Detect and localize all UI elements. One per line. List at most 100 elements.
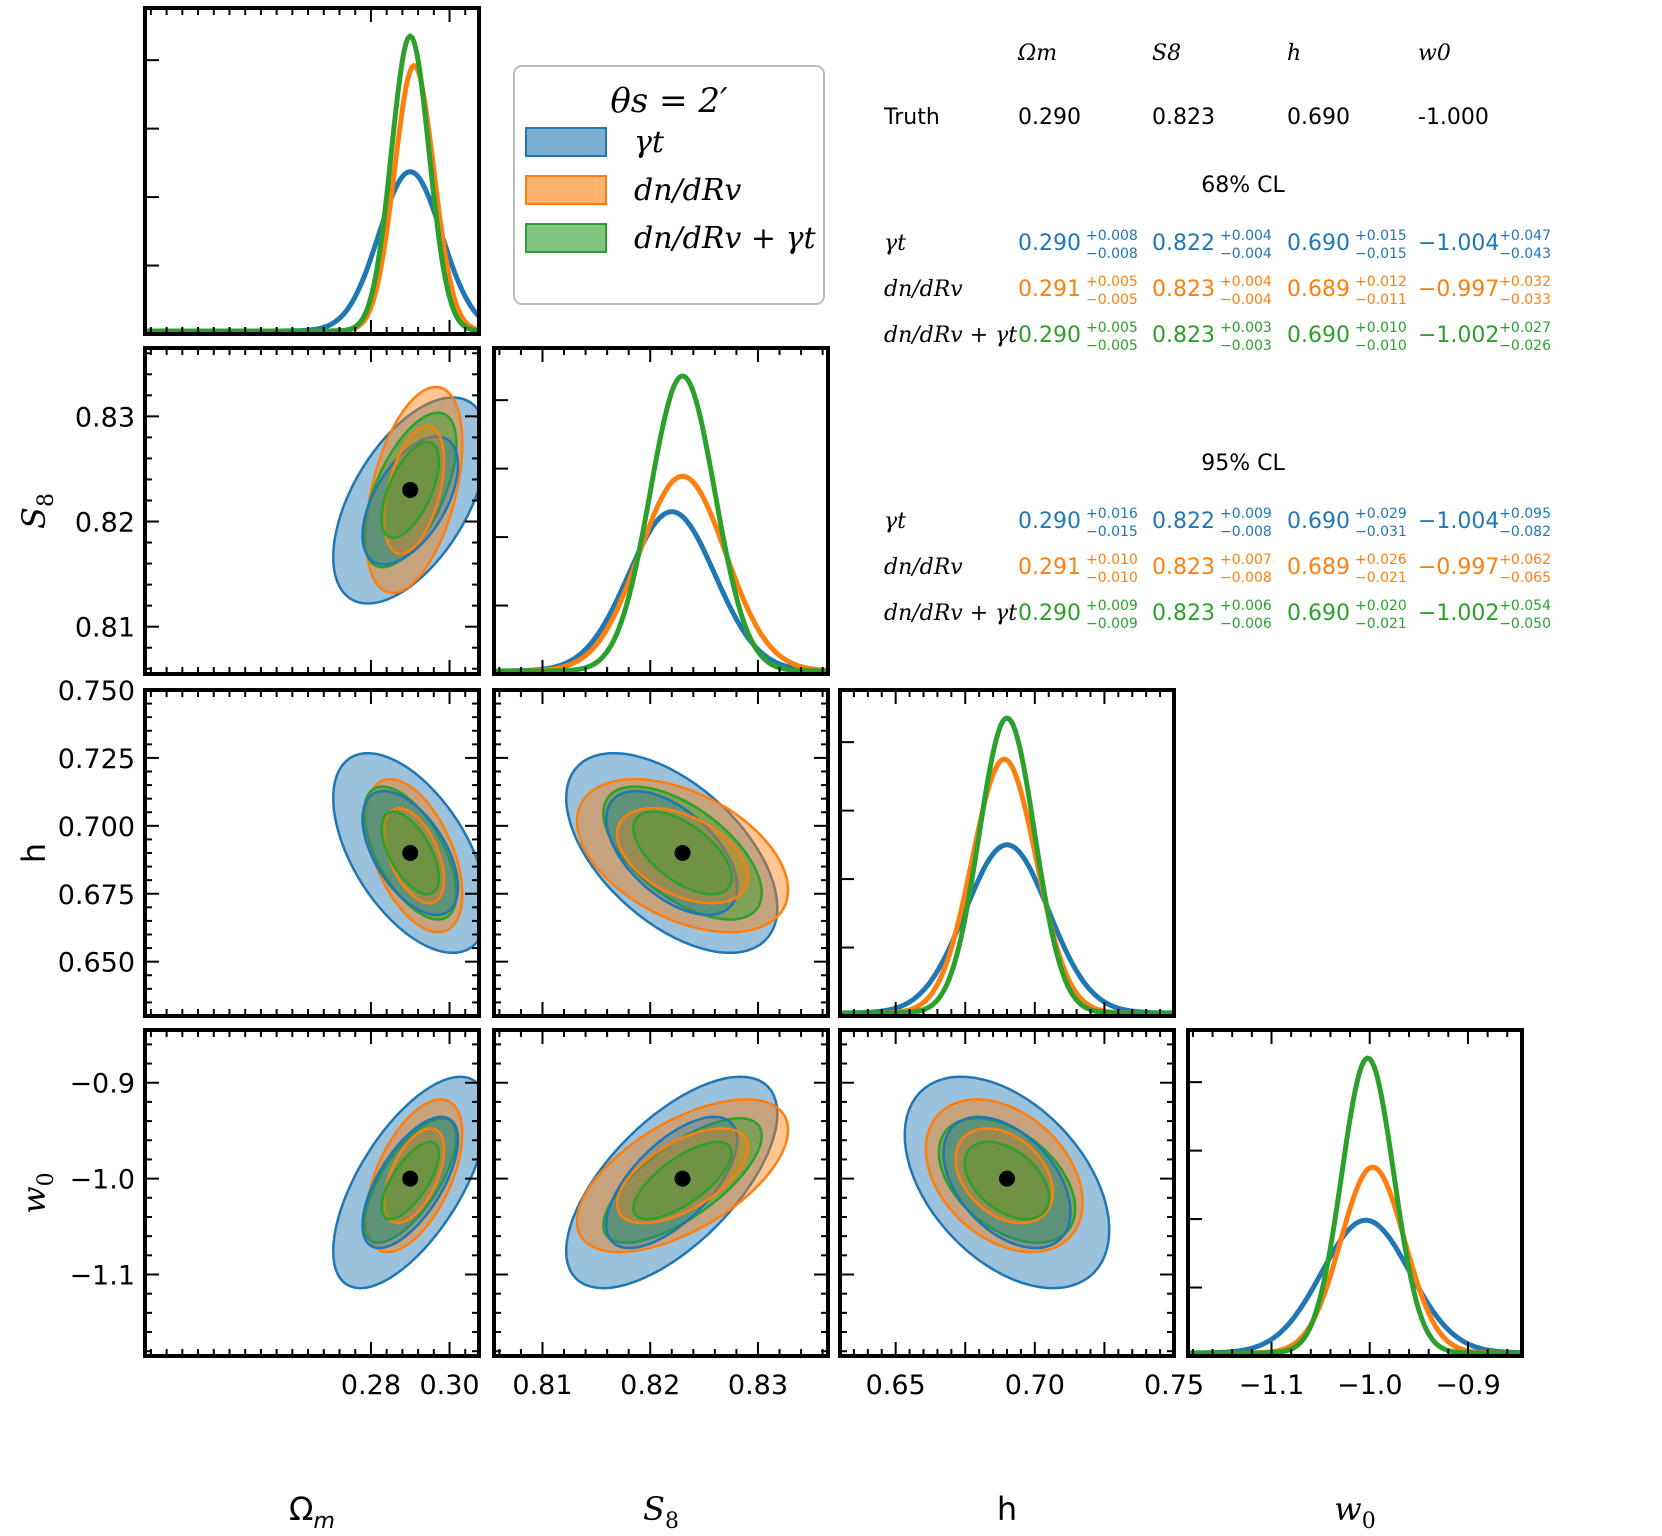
panel-bg: [840, 1030, 1174, 1356]
panel-frame: [143, 688, 481, 1018]
table-value: 0.823: [1152, 601, 1215, 626]
table-err-minus: −0.005: [1086, 292, 1138, 308]
truth-marker: [402, 1170, 419, 1187]
ytick-label-s8: 0.82: [75, 508, 135, 539]
truth-marker: [674, 845, 691, 861]
xtick-label-om: 0.28: [341, 1370, 401, 1401]
ytick-label-w0: −0.9: [69, 1069, 135, 1100]
table-cl-title: 95% CL: [1201, 451, 1285, 476]
xtick-label-w0: −1.0: [1337, 1370, 1403, 1401]
table-err-plus: +0.016: [1086, 506, 1138, 522]
table-err-minus: −0.033: [1499, 292, 1551, 308]
table-err-plus: +0.010: [1086, 552, 1138, 568]
joint-panel-h-vs-om: [143, 688, 481, 1018]
table-err-plus: +0.029: [1355, 506, 1407, 522]
panel-frame: [838, 1028, 1176, 1358]
table-value: 0.823: [1152, 323, 1215, 348]
legend-label-combined: dn/dRv + γt: [634, 221, 817, 256]
table-err-minus: −0.006: [1220, 616, 1272, 632]
truth-marker: [999, 1170, 1015, 1187]
table-err-minus: −0.050: [1499, 616, 1551, 632]
xtick-label-h: 0.75: [1144, 1370, 1204, 1401]
table-err-plus: +0.004: [1220, 274, 1272, 290]
panel-bg: [145, 690, 479, 1016]
table-row-label: dn/dRv: [884, 555, 963, 580]
table-err-minus: −0.065: [1499, 570, 1551, 586]
ytick-label-s8: 0.83: [75, 402, 135, 433]
table-err-plus: +0.006: [1220, 598, 1272, 614]
panel-bg: [494, 1030, 828, 1356]
table-truth-value: 0.690: [1287, 105, 1350, 130]
panel-frame: [143, 6, 481, 336]
table-err-plus: +0.047: [1499, 228, 1551, 244]
xtick-label-h: 0.65: [866, 1370, 926, 1401]
table-err-minus: −0.010: [1355, 338, 1407, 354]
table-err-plus: +0.054: [1499, 598, 1551, 614]
table-err-plus: +0.026: [1355, 552, 1407, 568]
xtick-label-h: 0.70: [1005, 1370, 1065, 1401]
posterior-curve-combined: [145, 33, 479, 334]
legend: θs = 2′ γt dn/dRv dn/dRv + γt: [513, 65, 825, 305]
table-err-minus: −0.031: [1355, 524, 1407, 540]
table-err-plus: +0.095: [1499, 506, 1551, 522]
table-err-minus: −0.011: [1355, 292, 1407, 308]
table-err-plus: +0.020: [1355, 598, 1407, 614]
table-value: 0.823: [1152, 277, 1215, 302]
ytick-label-w0: −1.1: [69, 1261, 135, 1292]
table-err-plus: +0.062: [1499, 552, 1551, 568]
xtick-label-s8: 0.82: [620, 1370, 680, 1401]
table-err-minus: −0.005: [1086, 338, 1138, 354]
xtick-label-s8: 0.83: [728, 1370, 788, 1401]
posterior-curve-gamma_t: [1188, 1217, 1522, 1356]
table-header: Ωm: [1017, 41, 1057, 66]
table-row-label: γt: [884, 231, 906, 256]
table-value: −0.997: [1418, 555, 1499, 580]
joint-panel-w0-vs-s8: [492, 1028, 830, 1358]
panel-frame: [492, 1028, 830, 1358]
table-cl-title: 68% CL: [1201, 173, 1285, 198]
table-truth-value: 0.290: [1018, 105, 1081, 130]
axis-label-h: h: [997, 1490, 1017, 1528]
xtick-label-s8: 0.81: [512, 1370, 572, 1401]
table-value: −0.997: [1418, 277, 1499, 302]
legend-swatch-combined: [525, 223, 607, 253]
table-header: S8: [1152, 41, 1181, 66]
table-err-plus: +0.010: [1355, 320, 1407, 336]
ytick-label-h: 0.675: [58, 880, 135, 911]
table-err-plus: +0.009: [1220, 506, 1272, 522]
marginal-panel-w0: [1186, 1028, 1524, 1358]
joint-panel-s8-vs-om: [143, 346, 481, 676]
table-err-plus: +0.004: [1220, 228, 1272, 244]
table-row-label: dn/dRv + γt: [884, 323, 1017, 348]
table-value: 0.690: [1287, 601, 1350, 626]
truth-marker: [402, 481, 419, 498]
legend-title: θs = 2′: [610, 81, 728, 121]
table-err-minus: −0.009: [1086, 616, 1138, 632]
panel-frame: [838, 688, 1176, 1018]
marginal-panel-h: [838, 688, 1176, 1018]
legend-swatch-gamma_t: [525, 127, 607, 157]
panel-bg: [494, 690, 828, 1016]
table-value: 0.290: [1018, 509, 1081, 534]
table-err-minus: −0.004: [1220, 292, 1272, 308]
table-value: 0.290: [1018, 601, 1081, 626]
truth-marker: [674, 1170, 691, 1187]
table-err-minus: −0.004: [1220, 246, 1272, 262]
table-err-minus: −0.008: [1220, 524, 1272, 540]
table-err-plus: +0.005: [1086, 320, 1138, 336]
joint-panel-w0-vs-om: [143, 1028, 481, 1358]
panel-bg: [840, 690, 1174, 1016]
table-err-plus: +0.009: [1086, 598, 1138, 614]
results-table: Ωm S8 h w0 Truth 0.290 0.823 0.690 -1.000 68% CL γ…: [883, 41, 1551, 632]
axis-label-s8: S8: [15, 493, 59, 529]
table-err-plus: +0.012: [1355, 274, 1407, 290]
table-err-plus: +0.008: [1086, 228, 1138, 244]
table-value: 0.822: [1152, 231, 1215, 256]
ytick-label-h: 0.725: [58, 744, 135, 775]
table-err-minus: −0.015: [1355, 246, 1407, 262]
table-value: 0.690: [1287, 231, 1350, 256]
table-row-label: γt: [884, 509, 906, 534]
table-value: 0.689: [1287, 555, 1350, 580]
joint-panel-h-vs-s8: [492, 688, 830, 1018]
